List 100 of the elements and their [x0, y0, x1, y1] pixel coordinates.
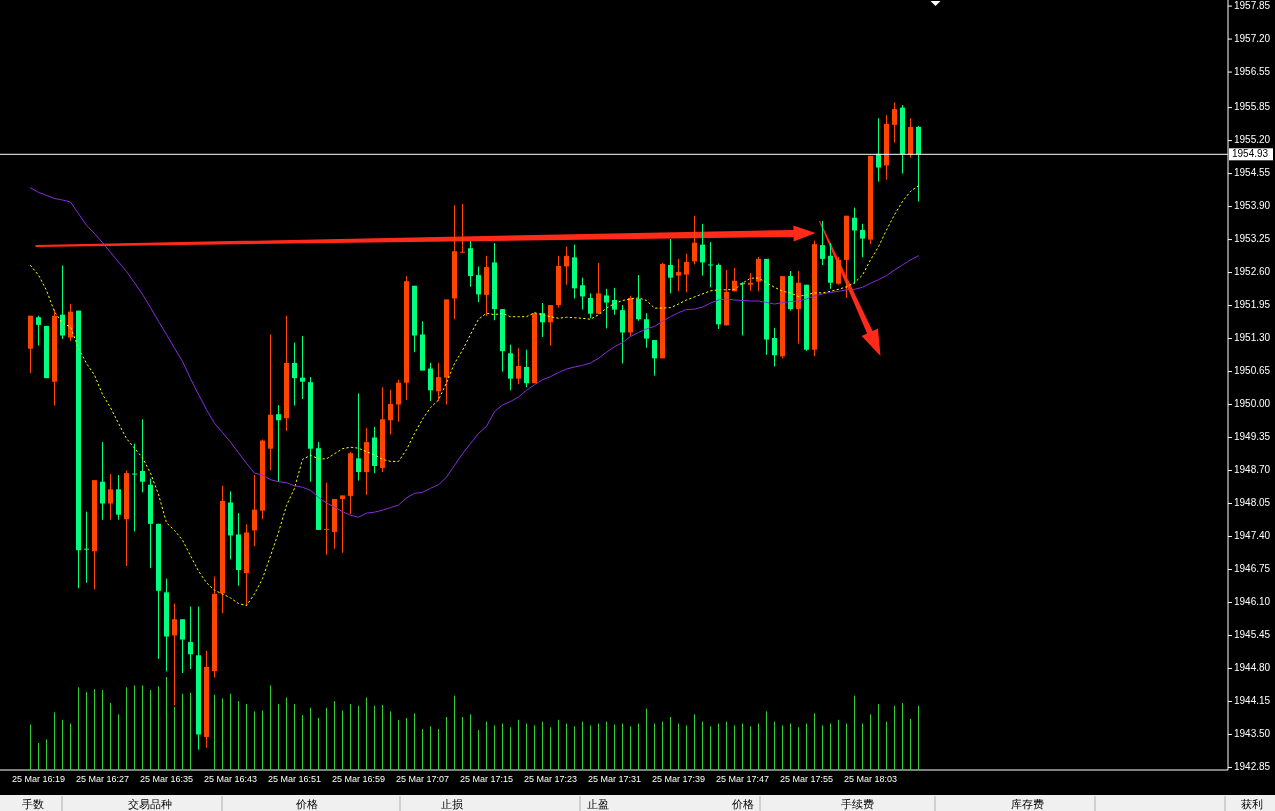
candlestick	[708, 241, 713, 288]
candlestick	[340, 494, 345, 554]
candlestick	[596, 262, 601, 315]
y-tick-label: 1950.00	[1234, 398, 1271, 410]
text: 价格	[731, 798, 754, 810]
x-tick-label: 25 Mar 17:07	[395, 774, 450, 784]
text: 价格	[295, 798, 318, 810]
x-tick-label: 25 Mar 17:31	[587, 774, 642, 784]
candlestick	[756, 256, 761, 292]
y-tick-label: 1942.85	[1234, 761, 1271, 773]
candlestick	[108, 473, 113, 521]
candlestick	[604, 288, 609, 329]
y-tick-label: 1952.60	[1234, 266, 1271, 278]
y-tick-label: 1949.35	[1234, 431, 1271, 443]
text: 获利	[1241, 798, 1263, 810]
x-tick-label: 25 Mar 17:39	[651, 774, 706, 784]
candlestick	[476, 265, 481, 303]
line-series	[30, 185, 919, 607]
text: 手数	[22, 798, 44, 810]
line-series	[30, 187, 919, 518]
candlestick	[524, 349, 529, 388]
text: 手续费	[840, 798, 874, 810]
candlestick	[620, 304, 625, 364]
candlestick	[292, 342, 297, 407]
candlestick	[60, 264, 65, 340]
x-tick-label: 25 Mar 18:03	[843, 774, 898, 784]
candlestick	[588, 292, 593, 319]
y-tick-label: 1946.75	[1234, 563, 1271, 575]
candlestick	[644, 312, 649, 349]
x-tick-label: 25 Mar 17:55	[779, 774, 834, 784]
text: 交易品种	[128, 798, 172, 810]
x-tick-label: 25 Mar 16:19	[11, 774, 66, 784]
candlestick	[140, 418, 145, 493]
candlestick	[892, 102, 897, 144]
candlestick	[428, 362, 433, 402]
candlestick	[820, 220, 825, 266]
y-tick-label: 1953.90	[1234, 200, 1271, 212]
y-tick-label: 1957.85	[1234, 0, 1271, 11]
candlestick	[436, 362, 441, 402]
candlestick	[84, 511, 89, 584]
candlestick	[132, 443, 137, 532]
y-tick-label: 1951.30	[1234, 332, 1271, 344]
candlestick	[396, 379, 401, 423]
candlestick	[852, 207, 857, 285]
candlestick	[100, 441, 105, 521]
candlestick	[188, 606, 193, 670]
x-tick-label: 25 Mar 17:15	[459, 774, 514, 784]
candlestick	[772, 327, 777, 367]
candlestick	[324, 482, 329, 556]
y-tick-label: 1943.50	[1234, 728, 1271, 740]
candlestick	[676, 258, 681, 292]
y-tick-label: 1948.70	[1234, 464, 1271, 476]
candlestick	[564, 246, 569, 286]
x-tick-label: 25 Mar 17:23	[523, 774, 578, 784]
candlestick	[876, 117, 881, 183]
candlestick	[860, 223, 865, 258]
candlestick	[388, 389, 393, 435]
candlestick	[356, 392, 361, 482]
candlestick	[516, 347, 521, 385]
candlestick	[300, 335, 305, 400]
candlestick	[692, 215, 697, 265]
text: 止盈	[587, 798, 609, 810]
x-tick-label: 25 Mar 16:35	[139, 774, 194, 784]
candlestick	[836, 256, 841, 286]
y-tick-label: 1945.45	[1234, 629, 1271, 641]
x-tick-label: 25 Mar 16:27	[75, 774, 130, 784]
y-tick-label: 1953.25	[1234, 233, 1271, 245]
y-tick-label: 1948.05	[1234, 497, 1271, 509]
candlestick	[636, 274, 641, 322]
candlestick	[180, 618, 185, 674]
x-tick-label: 25 Mar 16:51	[267, 774, 322, 784]
candlestick	[684, 253, 689, 293]
candlestick	[548, 304, 553, 347]
candlestick	[612, 287, 617, 316]
y-tick-label: 1950.65	[1234, 365, 1271, 377]
text: 止损	[441, 798, 463, 810]
text: 库存费	[1010, 798, 1044, 810]
candlestick	[252, 474, 257, 547]
ref-line-label: 1954.93	[1232, 147, 1269, 159]
x-tick-label: 25 Mar 16:43	[203, 774, 258, 784]
y-tick-label: 1956.55	[1234, 65, 1271, 77]
candlestick	[460, 203, 465, 253]
candlestick	[172, 603, 177, 707]
candlestick	[652, 339, 657, 377]
y-tick-label: 1957.20	[1234, 32, 1271, 44]
y-tick-label: 1946.10	[1234, 596, 1271, 608]
candlestick	[276, 404, 281, 483]
y-tick-label: 1947.40	[1234, 530, 1271, 542]
candlestick	[700, 223, 705, 277]
candlestick	[668, 238, 673, 294]
candlestick	[36, 315, 41, 347]
candlestick	[580, 277, 585, 311]
y-tick-label: 1955.20	[1234, 134, 1271, 146]
y-tick-label: 1951.95	[1234, 299, 1271, 311]
x-tick-label: 25 Mar 17:47	[715, 774, 770, 784]
x-tick-label: 25 Mar 16:59	[331, 774, 386, 784]
y-tick-label: 1954.55	[1234, 167, 1271, 179]
y-tick-label: 1944.80	[1234, 662, 1271, 674]
y-tick-label: 1955.85	[1234, 101, 1271, 113]
y-tick-label: 1944.15	[1234, 695, 1271, 707]
